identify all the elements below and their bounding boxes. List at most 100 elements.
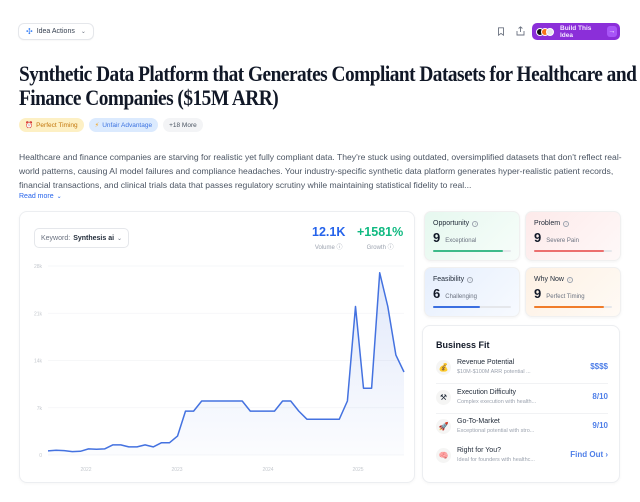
divider — [436, 413, 608, 414]
bookmark-icon — [498, 26, 504, 36]
x-tick-label: 2025 — [352, 467, 363, 473]
score-label: Perfect Timing — [546, 294, 585, 300]
score-bar-fill — [534, 250, 605, 252]
money-bag-icon: 💰 — [436, 360, 451, 375]
row-subtitle: Exceptional potential with stro... — [457, 428, 535, 434]
y-tick-label: 21k — [34, 311, 43, 317]
row-title: Go-To-Market — [457, 418, 500, 425]
growth-value: +1581% — [357, 225, 404, 239]
trend-area — [48, 272, 404, 455]
score-bar — [433, 306, 511, 308]
score-bar-fill — [534, 306, 605, 308]
share-icon — [516, 26, 524, 36]
idea-description: Healthcare and finance companies are sta… — [19, 152, 622, 190]
keyword-value: Synthesis ai — [73, 234, 115, 242]
score-label: Severe Pain — [546, 238, 579, 244]
lightning-icon: ⚡ — [94, 122, 100, 129]
business-fit-row-go-to-market[interactable]: 🚀 Go-To-Market Exceptional potential wit… — [436, 415, 608, 439]
growth-stat: +1581% Growth ⓘ — [357, 225, 403, 251]
top-bar: ✣ Idea Actions ⌄ Build This Idea → — [0, 0, 640, 50]
tag-label: Unfair Advantage — [102, 121, 153, 129]
tag-perfect-timing[interactable]: ⏰ Perfect Timing — [19, 118, 84, 132]
info-icon[interactable]: i — [563, 220, 570, 227]
y-tick-label: 14k — [34, 359, 43, 365]
read-more-link[interactable]: Read more ⌄ — [19, 193, 62, 200]
info-icon[interactable]: ⓘ — [336, 245, 343, 251]
score-card-opportunity[interactable]: Opportunity i 9 Exceptional — [424, 211, 520, 261]
score-bar — [433, 250, 511, 252]
tag-list: ⏰ Perfect Timing ⚡ Unfair Advantage +18 … — [19, 118, 203, 132]
idea-actions-dropdown[interactable]: ✣ Idea Actions ⌄ — [18, 23, 94, 40]
chevron-down-icon: ⌄ — [117, 235, 123, 242]
score-name-row: Opportunity i — [433, 220, 511, 227]
tag-more[interactable]: +18 More — [163, 118, 203, 132]
growth-label-row: Growth ⓘ — [357, 242, 403, 251]
find-out-link[interactable]: Find Out › — [570, 450, 608, 459]
score-name-row: Problem i — [534, 220, 612, 227]
trend-line — [47, 272, 405, 453]
x-tick-label: 2024 — [262, 467, 273, 473]
score-card-problem[interactable]: Problem i 9 Severe Pain — [525, 211, 621, 261]
score-label: Challenging — [445, 294, 477, 300]
score-name-row: Feasibility i — [433, 276, 511, 283]
business-fit-card: Business Fit 💰 Revenue Potential $10M-$1… — [422, 325, 620, 483]
chevron-down-icon: ⌄ — [80, 29, 86, 35]
keyword-dropdown[interactable]: Keyword: Synthesis ai ⌄ — [34, 228, 130, 248]
rocket-icon: 🚀 — [436, 419, 451, 434]
volume-label-row: Volume ⓘ — [312, 242, 345, 251]
score-value: 9 — [534, 286, 542, 301]
row-value: 9/10 — [592, 421, 608, 430]
keyword-label: Keyword: — [41, 234, 71, 242]
x-tick-label: 2023 — [171, 467, 182, 473]
row-title: Right for You? — [457, 447, 501, 454]
builder-avatars — [536, 27, 554, 36]
tag-unfair-advantage[interactable]: ⚡ Unfair Advantage — [88, 118, 159, 132]
y-tick-label: 7k — [37, 406, 43, 412]
chevron-down-icon: ⌄ — [56, 194, 62, 200]
score-value: 9 — [433, 230, 441, 245]
y-tick-label: 0 — [39, 453, 42, 459]
row-subtitle: $10M-$100M ARR potential ... — [457, 369, 531, 375]
sparkle-icon: ✣ — [26, 27, 33, 36]
score-value: 6 — [433, 286, 441, 301]
row-subtitle: Complex execution with health... — [457, 399, 537, 405]
tools-icon: ⚒ — [436, 390, 451, 405]
business-fit-row-right-for-you[interactable]: 🧠 Right for You? Ideal for founders with… — [436, 444, 608, 468]
growth-label: Growth — [366, 245, 386, 251]
page-title: Synthetic Data Platform that Generates C… — [19, 61, 637, 110]
brain-icon: 🧠 — [436, 448, 451, 463]
info-icon[interactable]: i — [566, 276, 573, 283]
business-fit-row-revenue[interactable]: 💰 Revenue Potential $10M-$100M ARR poten… — [436, 356, 608, 380]
share-button[interactable] — [513, 24, 527, 38]
read-more-label: Read more — [19, 193, 54, 200]
score-name-row: Why Now i — [534, 276, 612, 283]
volume-value: 12.1K — [312, 225, 346, 239]
row-subtitle: Ideal for founders with healthc... — [457, 457, 535, 463]
score-label: Exceptional — [445, 238, 477, 244]
y-tick-label: 28k — [34, 264, 43, 270]
row-title: Revenue Potential — [457, 359, 515, 366]
score-card-feasibility[interactable]: Feasibility i 6 Challenging — [424, 267, 520, 317]
build-this-idea-button[interactable]: Build This Idea → — [532, 23, 620, 40]
idea-actions-label: Idea Actions — [36, 28, 75, 35]
volume-stat: 12.1K Volume ⓘ — [312, 225, 345, 251]
info-icon[interactable]: ⓘ — [387, 245, 394, 251]
avatar — [546, 27, 554, 36]
score-bar-fill — [433, 250, 504, 252]
build-button-label: Build This Idea — [560, 24, 592, 39]
score-card-why-now[interactable]: Why Now i 9 Perfect Timing — [525, 267, 621, 317]
row-value: $$$$ — [590, 362, 608, 371]
row-title: Execution Difficulty — [457, 389, 517, 396]
business-fit-row-execution[interactable]: ⚒ Execution Difficulty Complex execution… — [436, 386, 608, 410]
info-icon[interactable]: i — [472, 220, 479, 227]
bookmark-button[interactable] — [494, 24, 508, 38]
tag-label: +18 More — [169, 121, 197, 129]
score-bar — [534, 250, 612, 252]
row-value: 8/10 — [592, 392, 608, 401]
score-bar-fill — [433, 306, 480, 308]
info-icon[interactable]: i — [467, 276, 474, 283]
score-bar — [534, 306, 612, 308]
score-name: Feasibility — [433, 276, 465, 283]
trend-chart: 0 7k 14k 21k 28k 2022 2023 2024 2025 — [34, 264, 405, 473]
score-value: 9 — [534, 230, 542, 245]
